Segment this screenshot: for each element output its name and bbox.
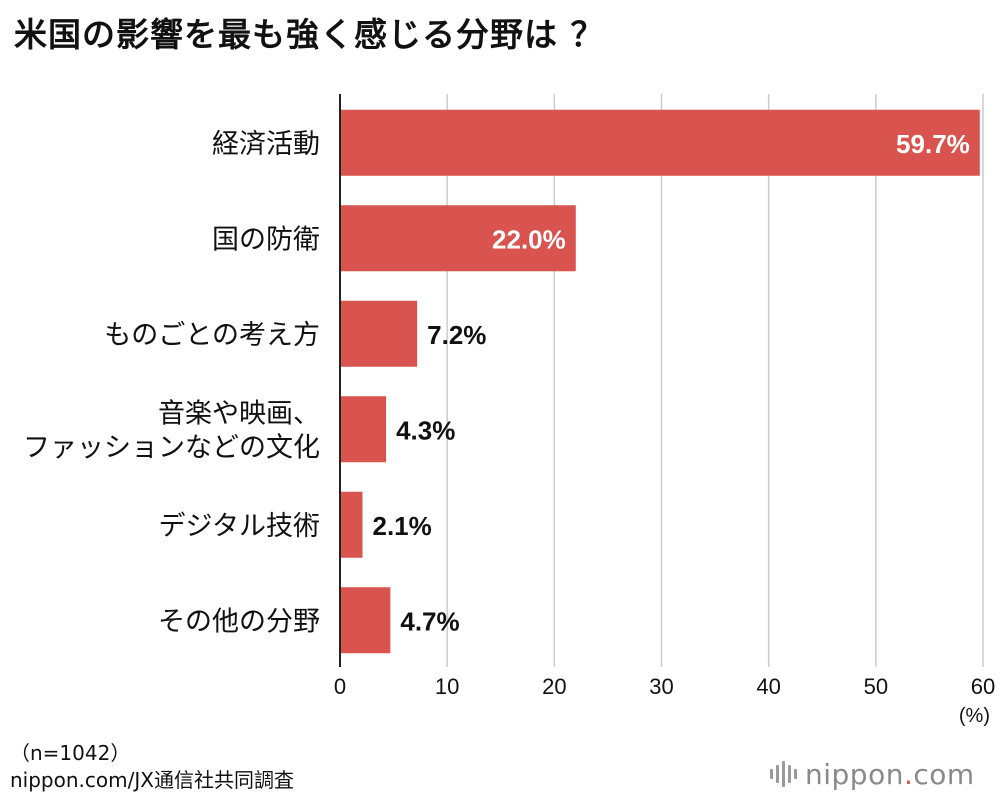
bar-4 xyxy=(340,491,363,558)
x-tick-label-60: 60 xyxy=(971,674,995,699)
data-label-2: 7.2% xyxy=(427,320,486,350)
data-label-3: 4.3% xyxy=(396,415,455,445)
logo-dot: . xyxy=(903,757,914,791)
chart-title: 米国の影響を最も強く感じる分野は ？ xyxy=(14,15,605,54)
logo-bars-icon xyxy=(770,761,797,787)
category-label-2: ものごとの考え方 xyxy=(104,320,320,351)
x-tick-label-30: 30 xyxy=(649,674,673,699)
category-label-4: デジタル技術 xyxy=(159,511,320,542)
data-label-0: 59.7% xyxy=(896,129,970,159)
bar-5 xyxy=(340,587,391,654)
nippon-logo: nippon. com xyxy=(770,757,975,791)
source-credit: nippon.com/JX通信社共同調査 xyxy=(10,768,294,792)
data-label-4: 2.1% xyxy=(373,511,432,541)
bar-3 xyxy=(340,396,387,463)
data-label-1: 22.0% xyxy=(492,224,566,254)
logo-brand: nippon xyxy=(805,757,904,791)
bar-0 xyxy=(340,109,980,176)
sample-size: （n=1042） xyxy=(10,741,131,765)
x-tick-label-20: 20 xyxy=(542,674,566,699)
data-label-5: 4.7% xyxy=(400,606,459,636)
category-label-3-0: 音楽や映画、 xyxy=(158,398,320,429)
bar-2 xyxy=(340,300,418,367)
x-tick-label-0: 0 xyxy=(334,674,346,699)
x-axis-unit: (%) xyxy=(959,705,990,727)
logo-tld: com xyxy=(913,757,975,791)
x-tick-label-40: 40 xyxy=(756,674,780,699)
bar-1 xyxy=(340,205,576,272)
x-tick-label-50: 50 xyxy=(864,674,888,699)
bar-chart: 59.7% 経済活動 22.0% 国の防衛 7.2% ものごとの考え方 4.3% 音楽や映画、… xyxy=(23,94,995,727)
category-label-3-1: ファッションなどの文化 xyxy=(23,432,320,463)
category-label-0: 経済活動 xyxy=(212,129,320,160)
category-label-5: その他の分野 xyxy=(158,606,320,637)
x-tick-label-10: 10 xyxy=(435,674,459,699)
category-label-1: 国の防衛 xyxy=(212,224,320,255)
